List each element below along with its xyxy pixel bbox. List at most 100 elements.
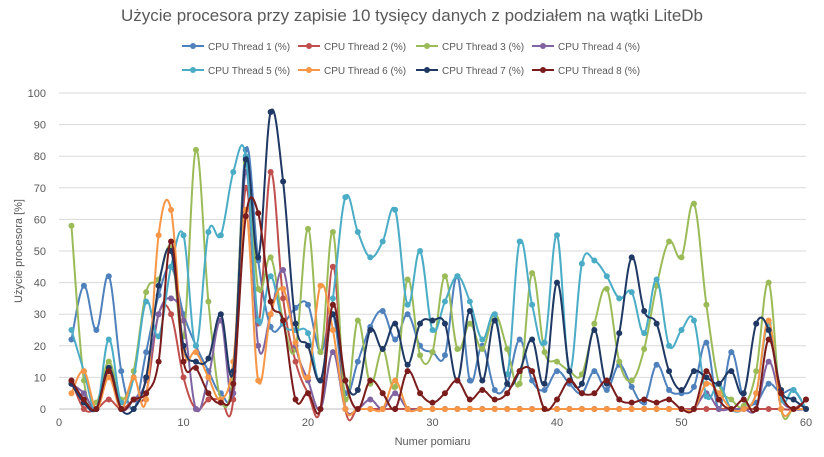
data-point xyxy=(790,406,797,412)
data-point xyxy=(703,339,710,346)
data-point xyxy=(267,169,274,175)
data-point xyxy=(616,295,623,302)
data-point xyxy=(192,364,199,371)
data-point xyxy=(417,390,424,397)
data-point xyxy=(180,358,187,365)
legend: CPU Thread 1 (%) CPU Thread 2 (%) CPU Thre… xyxy=(182,42,640,77)
data-point xyxy=(653,276,660,283)
data-point xyxy=(354,387,361,394)
data-point xyxy=(690,383,697,390)
data-point xyxy=(728,406,735,412)
legend-marker xyxy=(190,67,196,73)
data-point xyxy=(280,317,287,324)
data-point xyxy=(566,377,573,384)
legend-label: CPU Thread 3 (%) xyxy=(442,42,524,53)
x-tick-label: 10 xyxy=(177,417,189,429)
data-point xyxy=(765,336,772,343)
data-point xyxy=(354,406,361,412)
data-point xyxy=(628,406,635,412)
x-tick-label: 0 xyxy=(56,417,62,429)
legend-label: CPU Thread 4 (%) xyxy=(558,42,640,53)
data-point xyxy=(205,355,212,362)
data-point xyxy=(504,345,511,352)
series-8 xyxy=(68,196,809,415)
legend-marker xyxy=(424,43,430,49)
data-point xyxy=(105,358,112,365)
data-point xyxy=(143,390,150,397)
data-point xyxy=(180,317,187,324)
data-point xyxy=(367,254,374,261)
data-point xyxy=(255,285,262,292)
data-point xyxy=(392,383,399,390)
data-point xyxy=(641,330,648,337)
data-point xyxy=(753,390,760,397)
data-point xyxy=(466,377,473,384)
data-point xyxy=(155,232,162,239)
data-point xyxy=(740,406,747,412)
data-point xyxy=(404,406,411,412)
data-point xyxy=(105,374,112,381)
data-point xyxy=(578,390,585,397)
data-point xyxy=(765,327,772,333)
legend-marker xyxy=(540,43,546,49)
legend-marker xyxy=(540,67,546,73)
data-point xyxy=(466,396,473,403)
data-point xyxy=(230,169,237,175)
data-point xyxy=(280,266,287,273)
data-point xyxy=(329,263,336,270)
data-point xyxy=(715,380,722,387)
data-point xyxy=(80,390,87,397)
data-point xyxy=(666,396,673,403)
data-point xyxy=(778,390,785,397)
data-point xyxy=(367,406,374,412)
data-point xyxy=(305,342,311,349)
x-tick-label: 50 xyxy=(675,417,687,429)
data-point xyxy=(715,406,722,412)
data-point xyxy=(267,254,274,261)
data-point xyxy=(616,406,623,412)
data-point xyxy=(168,263,175,270)
data-point xyxy=(591,320,598,327)
legend-item: CPU Thread 1 (%) xyxy=(182,42,290,53)
data-point xyxy=(417,320,424,327)
data-point xyxy=(466,406,473,412)
data-point xyxy=(603,377,610,384)
x-tick-label: 30 xyxy=(426,417,438,429)
y-axis-label: Użycie procesora [%] xyxy=(13,199,25,303)
data-point xyxy=(566,406,573,412)
chart-title: Użycie procesora przy zapisie 10 tysięcy… xyxy=(121,6,703,25)
data-point xyxy=(342,194,349,201)
data-point xyxy=(678,387,685,394)
data-point xyxy=(479,406,486,412)
data-point xyxy=(491,406,498,412)
data-point xyxy=(155,358,162,365)
data-point xyxy=(379,308,386,315)
data-point xyxy=(728,349,735,356)
data-point xyxy=(317,282,324,289)
legend-item: CPU Thread 3 (%) xyxy=(416,42,524,53)
data-point xyxy=(192,358,199,365)
data-point xyxy=(628,377,635,384)
data-point xyxy=(292,320,299,327)
data-point xyxy=(529,301,536,308)
data-point xyxy=(740,396,747,403)
data-point xyxy=(666,238,673,245)
data-point xyxy=(603,273,610,280)
data-point xyxy=(379,406,386,412)
data-point xyxy=(429,406,436,412)
data-point xyxy=(379,345,386,352)
data-point xyxy=(690,317,697,324)
data-point xyxy=(504,390,511,397)
data-point xyxy=(753,368,760,375)
data-point xyxy=(292,396,299,403)
data-point xyxy=(143,298,150,305)
data-point xyxy=(666,342,673,349)
data-point xyxy=(267,108,274,115)
data-point xyxy=(155,282,162,289)
data-point xyxy=(516,368,523,375)
data-point xyxy=(678,327,685,333)
data-point xyxy=(80,406,87,412)
legend-label: CPU Thread 5 (%) xyxy=(208,66,290,77)
data-point xyxy=(404,311,411,318)
